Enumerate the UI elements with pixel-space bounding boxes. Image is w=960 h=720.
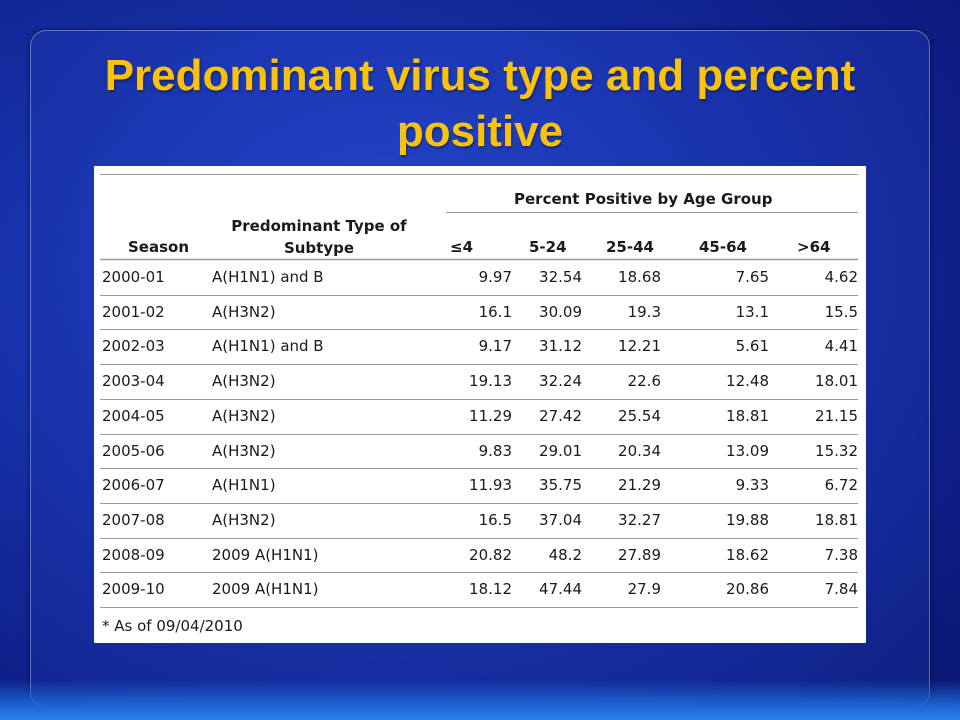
value-cell: 19.13: [469, 372, 512, 391]
value-cell: 47.44: [539, 580, 582, 599]
value-cell: 5.61: [735, 337, 769, 356]
value-cell: 18.81: [815, 510, 858, 529]
season-cell: 2009-10: [102, 580, 165, 599]
age-group-column-header: 25-44: [606, 238, 654, 256]
value-cell: 29.01: [539, 441, 582, 460]
age-group-column-header: 5-24: [529, 238, 567, 256]
value-cell: 4.41: [824, 337, 858, 356]
season-cell: 2000-01: [102, 268, 165, 286]
bottom-decoration-band: [0, 680, 960, 720]
value-cell: 7.65: [735, 268, 769, 286]
type-cell: A(H3N2): [212, 302, 276, 321]
age-group-column-header: ≤4: [450, 238, 474, 256]
season-cell: 2001-02: [102, 302, 165, 321]
value-cell: 22.6: [627, 372, 661, 391]
value-cell: 13.1: [735, 302, 769, 321]
value-cell: 9.33: [735, 476, 769, 495]
value-cell: 7.84: [824, 580, 858, 599]
value-cell: 30.09: [539, 302, 582, 321]
value-cell: 20.82: [469, 545, 512, 564]
season-cell: 2003-04: [102, 372, 165, 391]
season-cell: 2004-05: [102, 406, 165, 425]
value-cell: 31.12: [539, 337, 582, 356]
type-cell: 2009 A(H1N1): [212, 580, 319, 599]
value-cell: 6.72: [824, 476, 858, 495]
table-footnote: * As of 09/04/2010: [102, 617, 243, 635]
data-table: Percent Positive by Age Group Season Pre…: [94, 166, 866, 643]
value-cell: 4.62: [824, 268, 858, 286]
value-cell: 21.29: [618, 476, 661, 495]
season-cell: 2006-07: [102, 476, 165, 495]
type-cell: A(H1N1) and B: [212, 337, 324, 356]
type-cell: A(H3N2): [212, 510, 276, 529]
type-column-header: Predominant Type of Subtype: [214, 215, 424, 259]
value-cell: 18.68: [618, 268, 661, 286]
value-cell: 9.83: [478, 441, 512, 460]
value-cell: 7.38: [824, 545, 858, 564]
value-cell: 13.09: [726, 441, 769, 460]
value-cell: 19.3: [627, 302, 661, 321]
value-cell: 18.81: [726, 406, 769, 425]
value-cell: 32.27: [618, 510, 661, 529]
type-cell: A(H3N2): [212, 406, 276, 425]
value-cell: 9.17: [478, 337, 512, 356]
value-cell: 16.1: [478, 302, 512, 321]
value-cell: 27.42: [539, 406, 582, 425]
age-group-column-header: 45-64: [699, 238, 747, 256]
value-cell: 48.2: [548, 545, 582, 564]
value-cell: 12.21: [618, 337, 661, 356]
type-column-header-text: Predominant Type of Subtype: [231, 217, 407, 257]
value-cell: 32.24: [539, 372, 582, 391]
value-cell: 35.75: [539, 476, 582, 495]
value-cell: 12.48: [726, 372, 769, 391]
table-rules: [100, 174, 858, 608]
type-cell: 2009 A(H1N1): [212, 545, 319, 564]
season-cell: 2007-08: [102, 510, 165, 529]
value-cell: 32.54: [539, 268, 582, 286]
value-cell: 27.89: [618, 545, 661, 564]
age-group-column-header: >64: [797, 238, 831, 256]
type-cell: A(H1N1): [212, 476, 276, 495]
value-cell: 20.86: [726, 580, 769, 599]
value-cell: 25.54: [618, 406, 661, 425]
value-cell: 11.29: [469, 406, 512, 425]
type-cell: A(H3N2): [212, 441, 276, 460]
value-cell: 15.5: [824, 302, 858, 321]
season-cell: 2008-09: [102, 545, 165, 564]
value-cell: 20.34: [618, 441, 661, 460]
season-column-header: Season: [128, 238, 190, 256]
value-cell: 11.93: [469, 476, 512, 495]
type-cell: A(H1N1) and B: [212, 268, 324, 286]
value-cell: 15.32: [815, 441, 858, 460]
value-cell: 19.88: [726, 510, 769, 529]
season-cell: 2005-06: [102, 441, 165, 460]
value-cell: 18.01: [815, 372, 858, 391]
value-cell: 18.12: [469, 580, 512, 599]
value-cell: 27.9: [627, 580, 661, 599]
value-cell: 9.97: [478, 268, 512, 286]
slide-title: Predominant virus type and percent posit…: [104, 51, 856, 156]
season-cell: 2002-03: [102, 337, 165, 356]
value-cell: 18.62: [726, 545, 769, 564]
value-cell: 16.5: [478, 510, 512, 529]
value-cell: 21.15: [815, 406, 858, 425]
age-group-header: Percent Positive by Age Group: [514, 190, 773, 208]
value-cell: 37.04: [539, 510, 582, 529]
type-cell: A(H3N2): [212, 372, 276, 391]
